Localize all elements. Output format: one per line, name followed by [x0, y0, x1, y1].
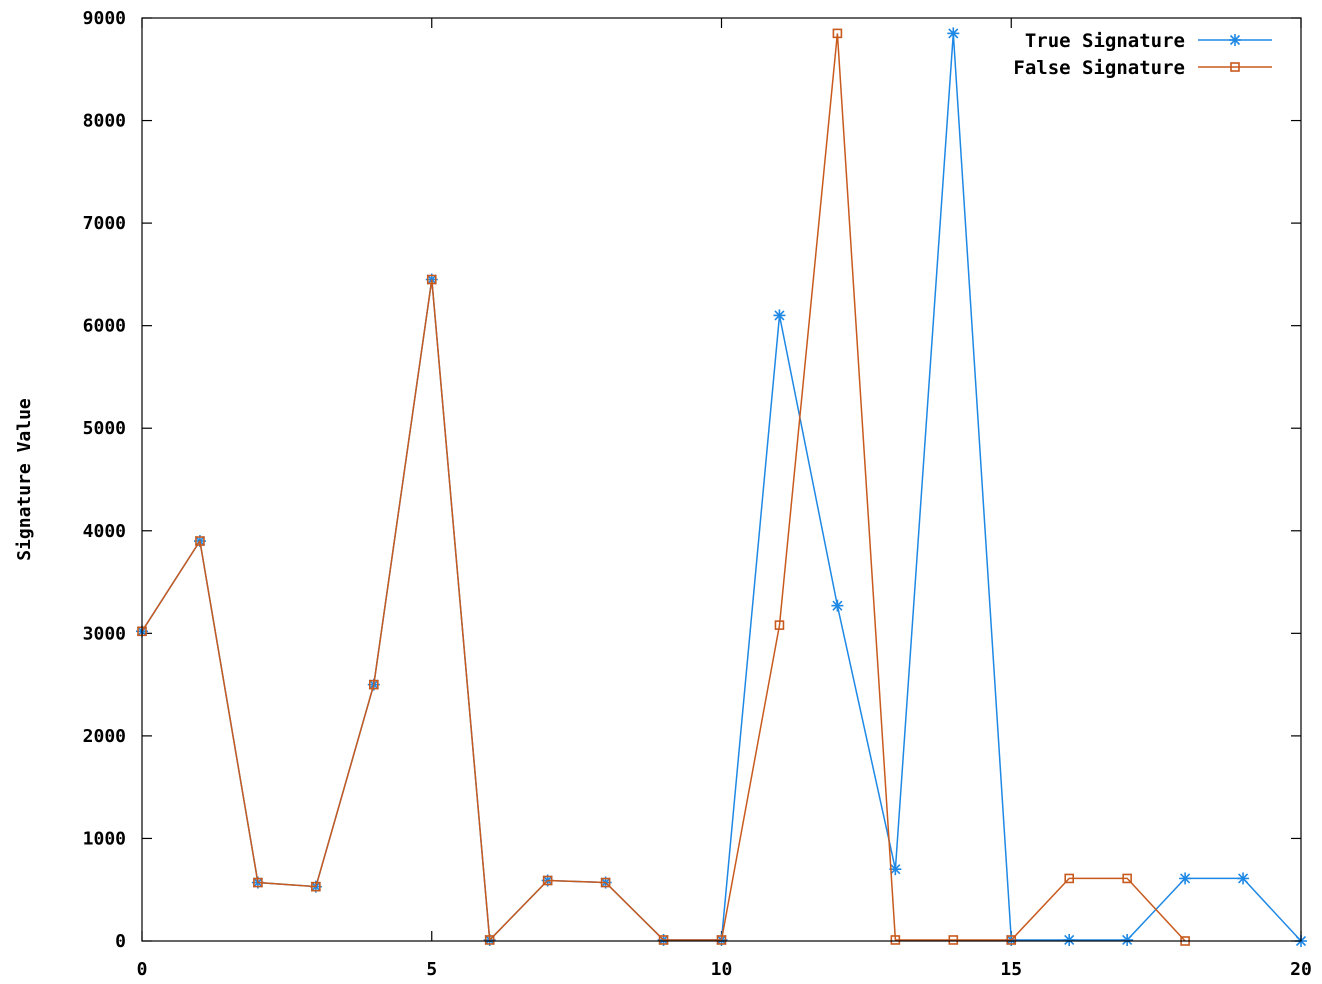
y-tick-label: 7000	[83, 213, 126, 234]
data-point	[600, 877, 611, 888]
tick-marks	[141, 17, 1302, 942]
y-tick-label: 3000	[83, 623, 126, 644]
legend-label: True Signature	[1025, 30, 1185, 52]
y-tick-label: 9000	[83, 8, 126, 29]
legend-item: True Signature	[1025, 30, 1272, 52]
y-tick-label: 6000	[83, 316, 126, 337]
series-line	[141, 33, 1186, 942]
legend-label: False Signature	[1013, 57, 1185, 79]
data-point	[773, 309, 786, 322]
x-tick-label: 20	[1290, 959, 1312, 980]
data-point	[368, 679, 379, 690]
data-point	[311, 881, 321, 892]
data-point	[1122, 873, 1132, 884]
legend-marker	[1229, 34, 1241, 46]
data-point	[542, 875, 553, 886]
data-point	[890, 935, 901, 945]
data-point	[774, 620, 785, 630]
legend-marker	[1230, 62, 1240, 72]
data-point	[832, 28, 843, 39]
y-axis-label: Signature Value	[14, 398, 35, 561]
y-tick-label: 4000	[83, 521, 126, 542]
x-tick-label: 0	[137, 959, 148, 980]
y-tick-label: 5000	[83, 418, 126, 439]
data-point	[484, 935, 495, 945]
plot-area	[136, 27, 1307, 947]
series-1	[137, 28, 1190, 946]
data-point	[1006, 935, 1017, 945]
data-point	[948, 935, 959, 945]
series-0	[136, 27, 1307, 947]
tick-labels: 0 5 10 15 20 0 1000 2000 3000 4000 5000 6000 7000 800…	[83, 8, 1312, 980]
series-line	[141, 33, 1302, 942]
y-tick-label: 8000	[83, 111, 126, 132]
data-point	[1063, 933, 1076, 946]
data-point	[658, 935, 669, 945]
x-tick-label: 5	[426, 959, 437, 980]
x-tick-label: 15	[1000, 959, 1022, 980]
data-point	[1121, 933, 1134, 946]
data-point	[426, 274, 437, 285]
plot-frame	[141, 17, 1302, 942]
x-tick-label: 10	[711, 959, 733, 980]
data-point	[716, 935, 727, 945]
data-point	[195, 536, 205, 546]
legend-item: False Signature	[1013, 57, 1272, 79]
data-point	[253, 877, 263, 888]
y-tick-label: 0	[115, 931, 126, 952]
data-point	[1237, 872, 1250, 885]
data-point	[1179, 872, 1192, 885]
data-point	[831, 599, 844, 612]
y-tick-label: 2000	[83, 726, 126, 747]
data-point	[1064, 873, 1074, 884]
legend: True Signature False Signature	[1013, 30, 1272, 79]
y-tick-label: 1000	[83, 828, 126, 849]
data-point	[947, 27, 960, 40]
